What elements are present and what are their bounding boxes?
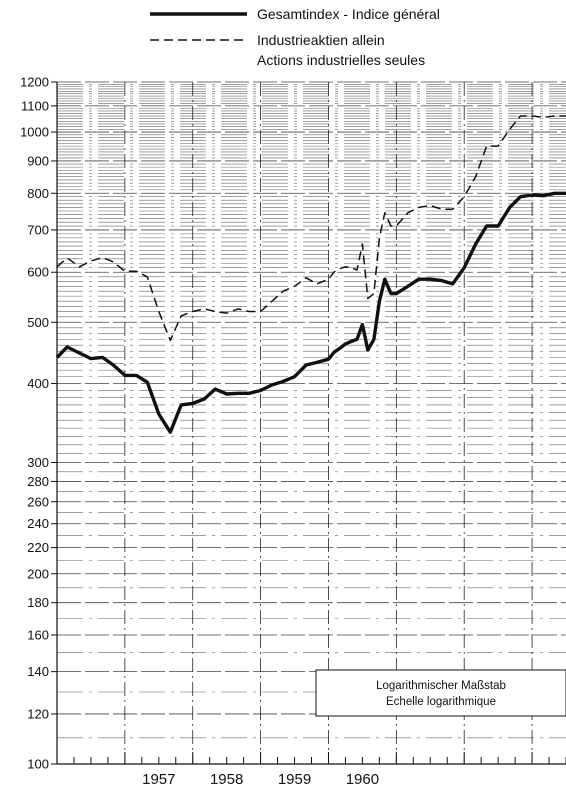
x-tick-label: 1958	[210, 771, 243, 788]
x-tick-label: 1959	[278, 771, 311, 788]
y-tick-label: 260	[27, 494, 49, 509]
y-tick-label: 180	[27, 595, 49, 610]
y-tick-label: 140	[27, 664, 49, 679]
grid	[56, 81, 566, 765]
y-tick-label: 500	[27, 315, 49, 330]
y-tick-label: 220	[27, 540, 49, 555]
y-tick-label: 1000	[20, 125, 49, 140]
scale-note-line-1: Logarithmischer Maßstab	[376, 680, 506, 692]
y-tick-label: 120	[27, 706, 49, 721]
series-line-total-index	[55, 191, 566, 434]
y-tick-label: 300	[27, 455, 49, 470]
y-axis-ticks: 100 120 140 160 180 200 220 240 260 280 300 400 500 6…	[20, 75, 57, 772]
legend-label: Gesamtindex - Indice général	[257, 6, 440, 22]
y-tick-label: 160	[27, 628, 49, 643]
scale-note-box: Logarithmischer Maßstab Echelle logarith…	[315, 669, 566, 717]
legend-label: Industrieaktien allein	[257, 32, 385, 48]
scale-note-frame	[315, 669, 566, 717]
scale-note-line-2: Echelle logarithmique	[386, 696, 496, 708]
y-tick-label: 1200	[20, 75, 49, 90]
y-tick-label: 800	[27, 186, 49, 201]
y-tick-label: 100	[27, 757, 49, 772]
y-tick-label: 200	[27, 566, 49, 581]
y-tick-label: 280	[27, 474, 49, 489]
x-tick-label: 1960	[346, 771, 379, 788]
y-tick-label: 900	[27, 153, 49, 168]
y-tick-label: 700	[27, 222, 49, 237]
series-line-industrial-shares	[56, 115, 566, 342]
x-axis-ticks: 1957 1958 1959 1960	[73, 752, 566, 788]
series-lines	[55, 115, 566, 434]
legend-label: Actions industrielles seules	[257, 52, 425, 68]
y-tick-label: 400	[27, 376, 49, 391]
legend: Gesamtindex - Indice général Industrieakt…	[150, 6, 440, 68]
y-tick-label: 240	[27, 516, 49, 531]
y-tick-label: 1100	[21, 98, 49, 113]
x-tick-label: 1957	[142, 771, 175, 788]
y-tick-label: 600	[27, 265, 49, 280]
